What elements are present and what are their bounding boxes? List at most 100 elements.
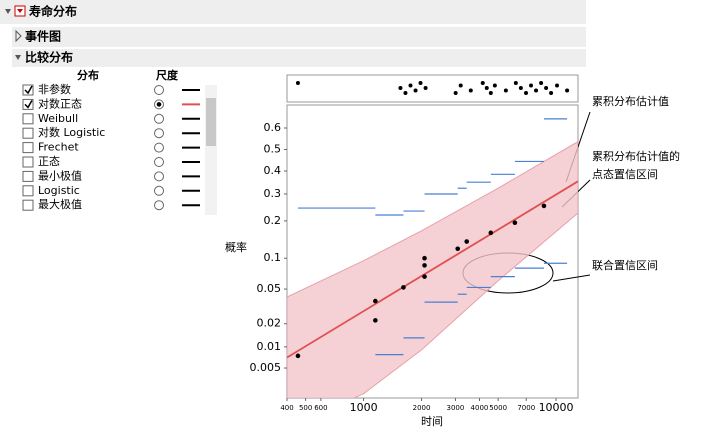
y-tick-label: 0.2	[264, 214, 282, 227]
y-tick-label: 0.02	[257, 317, 282, 330]
strip-point	[539, 81, 544, 85]
y-tick-label: 0.005	[250, 361, 282, 374]
header-bar	[0, 0, 586, 24]
radio[interactable]	[154, 142, 164, 153]
plot-frame	[286, 104, 579, 399]
radio[interactable]	[154, 113, 164, 124]
strip-point	[408, 83, 413, 88]
data-point	[401, 285, 406, 290]
data-point	[373, 318, 378, 323]
checkbox[interactable]	[22, 170, 34, 182]
x-tick-label: 400	[280, 404, 293, 412]
checkbox[interactable]	[22, 185, 34, 197]
y-tick-label: 0.4	[264, 164, 282, 177]
checkbox[interactable]	[22, 113, 34, 125]
x-tick-label: 3000	[447, 404, 465, 412]
data-point	[464, 239, 470, 244]
checkbox[interactable]	[22, 199, 34, 211]
data-point	[373, 298, 378, 304]
distribution-name: Logistic	[38, 184, 80, 197]
disclosure[interactable]	[15, 29, 22, 43]
x-tick-label: 4000	[471, 404, 489, 412]
data-point	[422, 255, 427, 261]
x-tick-label: 600	[314, 404, 327, 412]
checkbox[interactable]	[22, 84, 34, 96]
checkbox[interactable]	[22, 127, 34, 139]
radio[interactable]	[154, 171, 164, 182]
strip-point	[555, 83, 560, 88]
data-point	[541, 203, 547, 209]
strip-point	[503, 88, 508, 93]
strip-point	[458, 83, 463, 88]
strip-frame	[286, 74, 579, 103]
strip-point	[518, 86, 523, 90]
confidence-band	[287, 141, 578, 398]
data-point	[422, 263, 427, 268]
check-mark	[24, 100, 33, 109]
y-tick-label: 0.05	[257, 282, 282, 295]
radio[interactable]	[154, 185, 164, 196]
distribution-name: Weibull	[38, 112, 78, 125]
annotation: 累积分布估计值的	[592, 149, 680, 163]
callout-line	[552, 274, 591, 282]
radio[interactable]	[154, 128, 164, 139]
list-header: 尺度	[156, 68, 179, 82]
strip-point	[295, 81, 300, 85]
check-mark	[24, 85, 33, 95]
strip-point	[529, 83, 534, 88]
distribution-name: 非参数	[38, 82, 71, 96]
radio[interactable]	[154, 157, 164, 167]
distribution-name: Frechet	[38, 141, 79, 154]
strip-point	[492, 83, 497, 88]
scroll-thumb[interactable]	[206, 98, 216, 146]
y-tick-label: 0.1	[264, 251, 282, 264]
strip-point	[468, 88, 473, 93]
x-tick-label: 500	[299, 404, 312, 412]
y-tick-label: 0.01	[257, 340, 282, 353]
checkbox[interactable]	[22, 156, 34, 168]
strip-point	[513, 81, 518, 85]
annotation: 累积分布估计值	[592, 95, 669, 108]
section-title: 事件图	[25, 29, 61, 44]
strip-point	[480, 81, 485, 85]
y-axis-label: 概率	[225, 240, 247, 254]
distribution-name: 对数 Logistic	[38, 125, 105, 139]
checkbox[interactable]	[22, 142, 34, 154]
x-tick-label: 2000	[413, 404, 431, 412]
distribution-name: 最大极值	[38, 197, 82, 211]
section-title: 比较分布	[25, 50, 73, 65]
strip-point	[549, 91, 554, 95]
red-menu-arrow	[17, 9, 23, 13]
strip-point	[484, 86, 489, 90]
y-tick-label: 0.5	[264, 142, 282, 155]
list-header: 分布	[77, 68, 99, 82]
radio[interactable]	[154, 85, 164, 95]
x-tick-label: 1000	[350, 401, 378, 414]
x-axis-label: 时间	[421, 415, 443, 428]
strip-point	[544, 86, 549, 90]
strip-point	[524, 91, 529, 95]
strip-point	[534, 88, 539, 93]
data-point	[512, 220, 518, 226]
checkbox[interactable]	[22, 98, 34, 110]
radio[interactable]	[154, 200, 164, 211]
strip-point	[423, 86, 428, 90]
distribution-name: 正态	[38, 155, 60, 168]
panel-title: 寿命分布	[29, 4, 77, 19]
data-point	[422, 274, 427, 279]
data-point	[488, 230, 494, 236]
data-point	[295, 353, 301, 359]
annotation: 点态置信区间	[592, 168, 658, 181]
distribution-name: 对数正态	[38, 96, 82, 110]
annotation: 联合置信区间	[592, 258, 658, 272]
y-tick-label: 0.3	[264, 187, 282, 200]
x-tick-label: 5000	[489, 404, 507, 412]
disclosure[interactable]	[15, 55, 21, 60]
strip-point	[398, 86, 403, 90]
x-tick-label: 7000	[517, 404, 535, 412]
strip-point	[403, 91, 408, 95]
strip-point	[565, 88, 570, 93]
distribution-name: 最小极值	[38, 168, 82, 182]
disclosure[interactable]	[5, 9, 11, 14]
